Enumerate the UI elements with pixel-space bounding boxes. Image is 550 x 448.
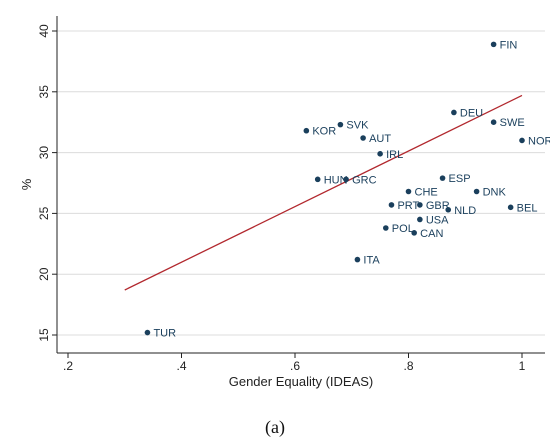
data-point-gbr: [417, 202, 423, 208]
data-point-che: [405, 188, 412, 195]
y-tick-label-35: 35: [37, 85, 51, 99]
data-point-nor: [519, 137, 525, 144]
data-label-deu: DEU: [460, 107, 483, 119]
data-point-prt: [388, 202, 395, 208]
data-label-can: CAN: [420, 228, 443, 240]
data-point-svk: [337, 121, 344, 128]
x-tick-label-.6: .6: [290, 359, 300, 373]
data-label-tur: TUR: [153, 328, 176, 340]
data-point-swe: [490, 119, 497, 125]
data-label-gbr: GBR: [426, 200, 450, 212]
data-label-ita: ITA: [363, 255, 380, 267]
y-tick-label-30: 30: [37, 146, 51, 160]
data-point-usa: [417, 216, 423, 223]
data-label-prt: PRT: [397, 200, 419, 212]
grid-lines: [57, 30, 545, 336]
data-label-esp: ESP: [449, 173, 471, 185]
data-point-pol: [383, 225, 389, 231]
data-point-nld: [445, 206, 452, 213]
y-axis-label: %: [19, 178, 34, 190]
y-tick-label-25: 25: [37, 206, 51, 220]
data-label-fin: FIN: [500, 39, 518, 51]
data-label-irl: IRL: [386, 149, 403, 161]
panel-label: (a): [0, 417, 550, 438]
data-label-usa: USA: [426, 214, 449, 226]
data-label-nld: NLD: [454, 205, 476, 217]
data-label-dnk: DNK: [483, 187, 507, 199]
data-label-nor: NOR: [528, 135, 550, 147]
data-point-tur: [144, 329, 151, 336]
data-point-ita: [354, 256, 361, 263]
data-label-svk: SVK: [346, 120, 369, 132]
data-point-can: [411, 230, 417, 236]
data-label-pol: POL: [392, 223, 414, 235]
data-point-kor: [303, 127, 310, 134]
data-point-irl: [377, 151, 383, 157]
x-axis-label: Gender Equality (IDEAS): [229, 374, 374, 389]
x-tick-label-.8: .8: [403, 359, 413, 373]
data-label-bel: BEL: [517, 202, 538, 214]
data-label-kor: KOR: [312, 126, 336, 138]
panel-label-text: (a): [265, 417, 285, 437]
fit-line: [124, 94, 523, 291]
data-point-esp: [439, 175, 446, 181]
y-tick-label-40: 40: [37, 24, 51, 38]
data-label-hun: HUN: [324, 174, 348, 186]
x-tick-label-1: 1: [519, 359, 526, 373]
data-point-hun: [314, 176, 321, 183]
data-label-swe: SWE: [500, 117, 525, 129]
data-label-grc: GRC: [352, 174, 377, 186]
data-point-aut: [360, 135, 366, 141]
data-point-dnk: [473, 188, 480, 195]
data-label-aut: AUT: [369, 133, 391, 145]
y-tick-label-15: 15: [37, 328, 51, 342]
x-tick-label-.4: .4: [176, 359, 186, 373]
plot-area: [57, 16, 545, 353]
data-point-bel: [507, 204, 514, 211]
data-point-deu: [451, 109, 457, 116]
data-label-che: CHE: [415, 187, 438, 199]
data-point-fin: [490, 41, 497, 48]
axis-ticks: 15 20 25 30 35 40 .2 .4 .6 .8 1: [37, 24, 526, 373]
data-point-grc: [343, 176, 349, 183]
x-tick-label-.2: .2: [63, 359, 73, 373]
y-tick-label-20: 20: [37, 267, 51, 281]
axes: [56, 16, 545, 354]
